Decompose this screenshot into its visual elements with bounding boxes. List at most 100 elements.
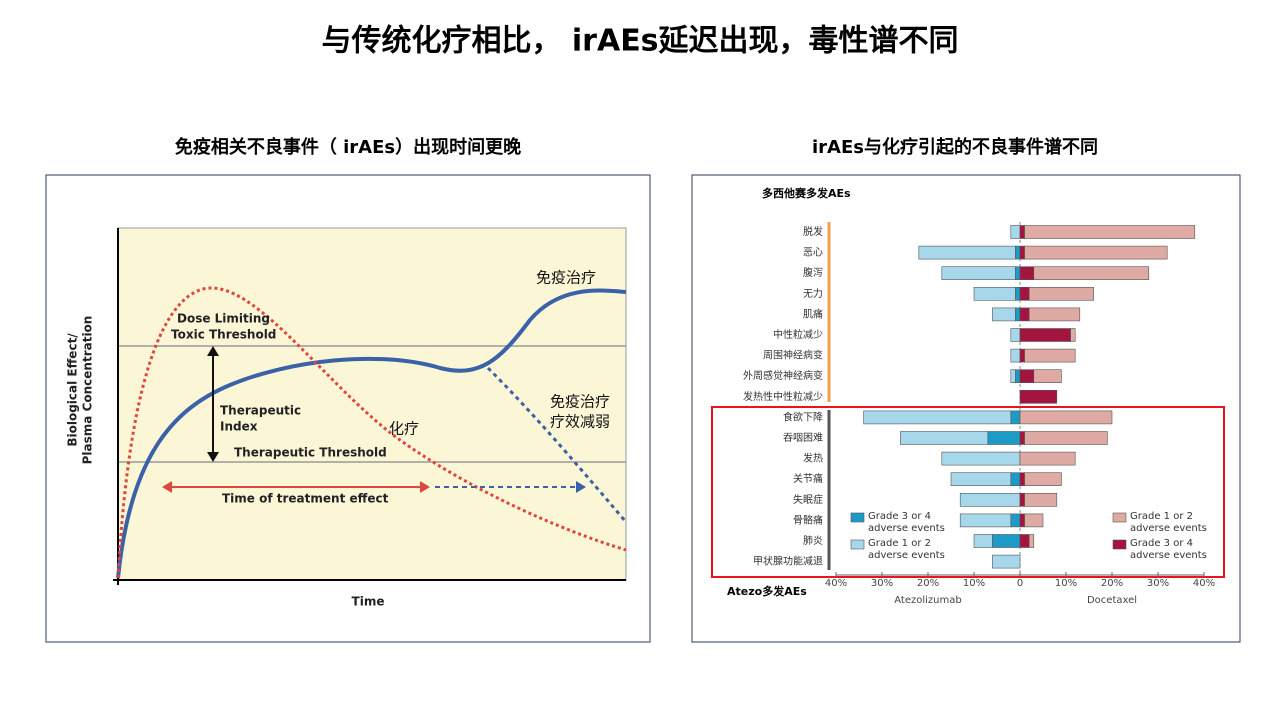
legend-swatch bbox=[850, 539, 865, 550]
bar bbox=[959, 513, 1012, 528]
bar bbox=[973, 286, 1016, 301]
bar bbox=[1028, 534, 1035, 548]
bar bbox=[1028, 286, 1094, 301]
note: Atezo多发AEs bbox=[727, 584, 807, 598]
bar bbox=[900, 431, 989, 445]
arrow-head bbox=[576, 481, 586, 493]
note: 多西他赛多发AEs bbox=[762, 186, 851, 200]
panel-frame bbox=[691, 174, 1241, 643]
category-label: 肌痛 bbox=[803, 307, 823, 320]
bar bbox=[1010, 472, 1021, 487]
category-label: 发热性中性粒减少 bbox=[743, 390, 823, 403]
annotation: Therapeutic Threshold bbox=[234, 446, 387, 460]
x-tick-label: 40% bbox=[825, 578, 847, 589]
bar bbox=[959, 492, 1021, 507]
bar bbox=[1010, 369, 1016, 384]
immuno-curve bbox=[116, 288, 627, 579]
x-axis-label: Docetaxel bbox=[1087, 595, 1137, 606]
legend-item: Grade 3 or 4 adverse events bbox=[1130, 538, 1207, 561]
bar bbox=[1033, 266, 1150, 281]
category-label: 失眠症 bbox=[793, 493, 823, 506]
bar bbox=[1015, 245, 1021, 260]
bar bbox=[1024, 431, 1108, 445]
bar bbox=[1024, 472, 1062, 487]
bar bbox=[1010, 513, 1021, 528]
bar bbox=[1019, 451, 1076, 466]
bar bbox=[950, 472, 1012, 487]
bar bbox=[1019, 245, 1025, 260]
legend-swatch bbox=[1112, 539, 1127, 550]
bar bbox=[1019, 328, 1071, 342]
bar bbox=[1033, 369, 1062, 384]
plot-bg bbox=[117, 227, 627, 581]
bar bbox=[1019, 389, 1058, 404]
annotation: 免疫治疗 bbox=[550, 393, 610, 411]
legend-item: Grade 3 or 4 adverse events bbox=[868, 511, 945, 534]
legend-label: Grade 3 or 4 adverse events bbox=[868, 511, 945, 534]
bar bbox=[1010, 410, 1021, 425]
bar bbox=[1015, 307, 1021, 322]
bar bbox=[1019, 369, 1035, 384]
legend-swatch bbox=[850, 512, 865, 523]
bar bbox=[1019, 307, 1030, 322]
bar bbox=[1019, 534, 1030, 548]
legend-item: Grade 1 or 2 adverse events bbox=[868, 538, 945, 561]
bar bbox=[1015, 286, 1021, 301]
annotation: 疗效减弱 bbox=[550, 413, 610, 431]
category-label: 中性粒减少 bbox=[773, 328, 823, 341]
legend-label: Grade 1 or 2 adverse events bbox=[868, 538, 945, 561]
x-tick-label: 0 bbox=[1017, 578, 1023, 589]
bar bbox=[941, 451, 1021, 466]
bar bbox=[1019, 472, 1025, 487]
bar bbox=[992, 307, 1016, 322]
category-label: 骨骼痛 bbox=[793, 513, 823, 526]
chemo-curve bbox=[116, 286, 627, 579]
bar bbox=[1070, 328, 1076, 342]
bar bbox=[1010, 225, 1021, 239]
panel-title: irAEs与化疗引起的不良事件谱不同 bbox=[812, 136, 1098, 158]
y-label: Plasma Concentration bbox=[81, 316, 95, 465]
bar bbox=[1019, 225, 1025, 239]
annotation: 免疫治疗 bbox=[536, 269, 596, 287]
bar bbox=[1010, 348, 1021, 363]
bar bbox=[1024, 513, 1044, 528]
legend-swatch bbox=[1112, 512, 1127, 523]
bar bbox=[1019, 513, 1025, 528]
annotation: Index bbox=[220, 420, 258, 434]
category-label: 肺炎 bbox=[803, 535, 823, 547]
legend-label: Grade 1 or 2 adverse events bbox=[1130, 511, 1207, 534]
bar bbox=[863, 410, 1012, 425]
bar bbox=[987, 431, 1021, 445]
bar bbox=[992, 534, 1021, 548]
bar bbox=[1019, 286, 1030, 301]
category-label: 恶心 bbox=[803, 247, 823, 259]
bar bbox=[1019, 492, 1025, 507]
category-label: 发热 bbox=[803, 452, 823, 465]
bar bbox=[1024, 225, 1196, 239]
x-axis-label: Atezolizumab bbox=[894, 595, 961, 606]
bar bbox=[1024, 348, 1076, 363]
annotation: Dose Limiting bbox=[177, 312, 270, 326]
x-tick-label: 10% bbox=[1055, 578, 1077, 589]
legend-label: Grade 3 or 4 adverse events bbox=[1130, 538, 1207, 561]
x-label: Time bbox=[352, 595, 385, 609]
bar bbox=[918, 245, 1016, 260]
category-label: 外周感觉神经病变 bbox=[743, 369, 823, 382]
bar bbox=[1010, 328, 1021, 342]
bar bbox=[941, 266, 1016, 281]
bar bbox=[1019, 431, 1025, 445]
panel-title: 免疫相关不良事件（ irAEs）出现时间更晚 bbox=[175, 136, 521, 158]
category-label: 无力 bbox=[803, 287, 823, 300]
category-label: 腹泻 bbox=[803, 266, 823, 279]
category-label: 关节痛 bbox=[793, 472, 823, 485]
bar bbox=[1024, 245, 1168, 260]
category-label: 周围神经病变 bbox=[763, 349, 823, 362]
weakened-curve bbox=[486, 366, 628, 523]
category-label: 脱发 bbox=[803, 225, 823, 238]
x-tick-label: 30% bbox=[871, 578, 893, 589]
category-label: 甲状腺功能减退 bbox=[753, 555, 823, 568]
highlight-box bbox=[711, 406, 1225, 578]
bar bbox=[1028, 307, 1081, 322]
annotation: 化疗 bbox=[389, 420, 419, 438]
bar bbox=[973, 534, 993, 548]
